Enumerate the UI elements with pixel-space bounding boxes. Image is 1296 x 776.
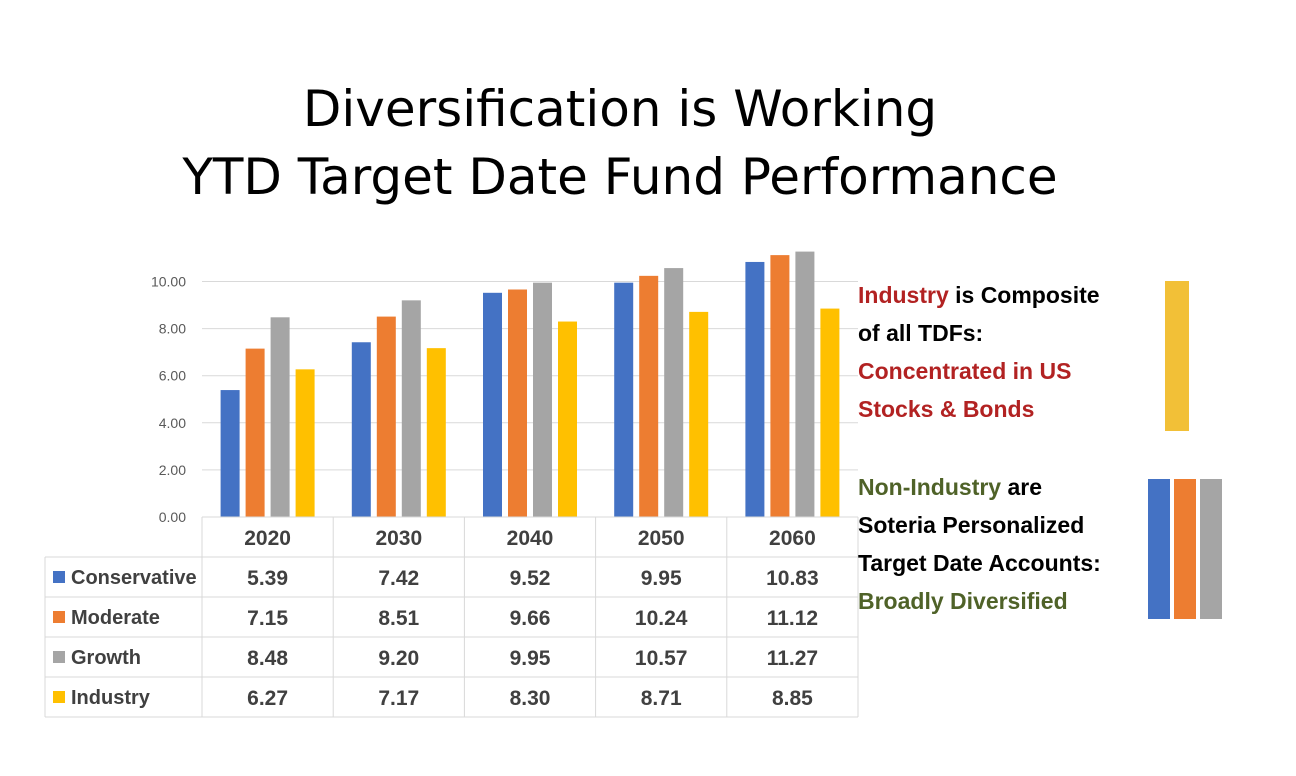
y-tick-label: 2.00 — [159, 462, 186, 478]
non-industry-swatch-blue — [1148, 479, 1170, 619]
data-label: 10.83 — [766, 567, 819, 590]
data-label: 5.39 — [247, 567, 288, 590]
non-industry-note-line4: Broadly Diversified — [858, 588, 1068, 614]
industry-note: Industry is Composite of all TDFs: Conce… — [858, 276, 1100, 428]
data-label: 6.27 — [247, 687, 288, 710]
data-label: 11.27 — [767, 647, 818, 670]
data-label: 7.15 — [247, 607, 288, 630]
non-industry-note-keyword: Non-Industry — [858, 474, 1002, 500]
legend-key — [53, 611, 65, 623]
series-name: Conservative — [71, 567, 197, 589]
bar — [820, 308, 840, 517]
data-label: 10.57 — [635, 647, 688, 670]
non-industry-note-line1: are — [1001, 474, 1043, 500]
category-label: 2030 — [375, 527, 422, 550]
bar — [795, 251, 815, 518]
data-label: 9.52 — [510, 567, 551, 590]
bar — [558, 321, 577, 517]
industry-swatch — [1165, 281, 1189, 431]
industry-note-line2: of all TDFs: — [858, 320, 984, 346]
data-label: 8.30 — [510, 687, 551, 710]
title-line-1: Diversification is Working — [302, 80, 938, 138]
bar — [745, 261, 765, 517]
bar — [401, 300, 421, 517]
legend-key — [53, 691, 65, 703]
y-tick-label: 0.00 — [159, 509, 186, 525]
data-label: 11.12 — [767, 607, 818, 630]
industry-note-line1: is Composite — [948, 282, 1100, 308]
bar — [351, 342, 371, 517]
category-label: 2060 — [769, 527, 816, 550]
data-label: 7.17 — [378, 687, 419, 710]
bar — [614, 282, 634, 517]
series-name: Moderate — [71, 607, 160, 629]
non-industry-note-line3: Target Date Accounts: — [858, 550, 1101, 576]
category-label: 2050 — [638, 527, 685, 550]
industry-note-line3: Concentrated in US — [858, 358, 1072, 384]
non-industry-swatch-gray — [1200, 479, 1222, 619]
y-tick-label: 8.00 — [159, 321, 186, 337]
series-name: Growth — [71, 647, 141, 669]
data-label: 8.71 — [641, 687, 682, 710]
bar — [295, 369, 315, 517]
non-industry-note: Non-Industry are Soteria Personalized Ta… — [858, 468, 1101, 620]
category-label: 2040 — [507, 527, 554, 550]
bar — [376, 316, 396, 517]
bar — [770, 255, 790, 517]
bar-chart: 0.00 2.00 4.00 6.00 8.00 10.00 2020 2030 2040 205… — [44, 251, 859, 718]
non-industry-note-line2: Soteria Personalized — [858, 512, 1085, 538]
data-label: 9.20 — [378, 647, 419, 670]
legend-key — [53, 651, 65, 663]
non-industry-swatch-orange — [1174, 479, 1196, 619]
bar — [426, 348, 446, 517]
data-label: 9.95 — [641, 567, 682, 590]
bar — [508, 289, 527, 517]
data-label: 9.66 — [510, 607, 551, 630]
bar — [639, 275, 659, 517]
data-label: 8.48 — [247, 647, 288, 670]
y-tick-label: 6.00 — [159, 368, 186, 384]
category-label: 2020 — [244, 527, 291, 550]
bar — [533, 282, 552, 517]
industry-note-line4: Stocks & Bonds — [858, 396, 1035, 422]
bar — [483, 292, 502, 517]
bar — [220, 390, 240, 517]
data-label: 8.51 — [378, 607, 419, 630]
data-label: 8.85 — [772, 687, 813, 710]
bar — [270, 317, 290, 517]
data-label: 10.24 — [635, 607, 688, 630]
series-name: Industry — [71, 687, 151, 709]
title-line-2: YTD Target Date Fund Performance — [182, 148, 1058, 206]
bar — [245, 348, 265, 517]
bar — [689, 311, 709, 517]
legend-key — [53, 571, 65, 583]
data-label: 9.95 — [510, 647, 551, 670]
bar — [664, 268, 684, 517]
industry-note-keyword: Industry — [858, 282, 949, 308]
data-label: 7.42 — [378, 567, 419, 590]
y-tick-label: 4.00 — [159, 415, 186, 431]
y-tick-label: 10.00 — [151, 274, 186, 290]
